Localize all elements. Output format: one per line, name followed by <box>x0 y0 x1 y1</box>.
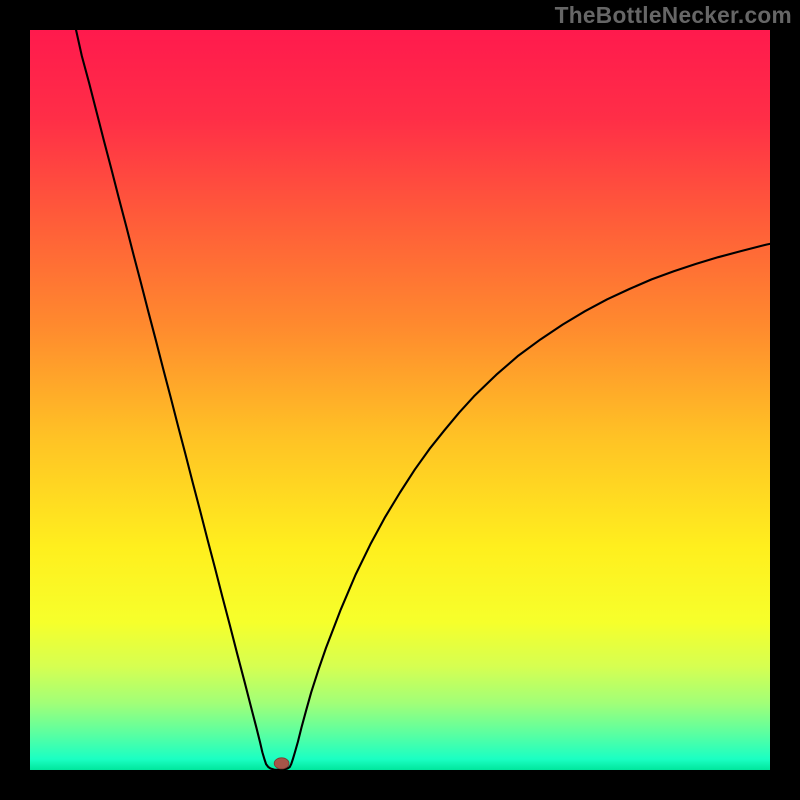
bottleneck-chart <box>0 0 800 800</box>
watermark-text: TheBottleNecker.com <box>555 2 792 29</box>
chart-container: TheBottleNecker.com <box>0 0 800 800</box>
minimum-marker <box>274 758 289 769</box>
plot-background <box>30 30 770 770</box>
